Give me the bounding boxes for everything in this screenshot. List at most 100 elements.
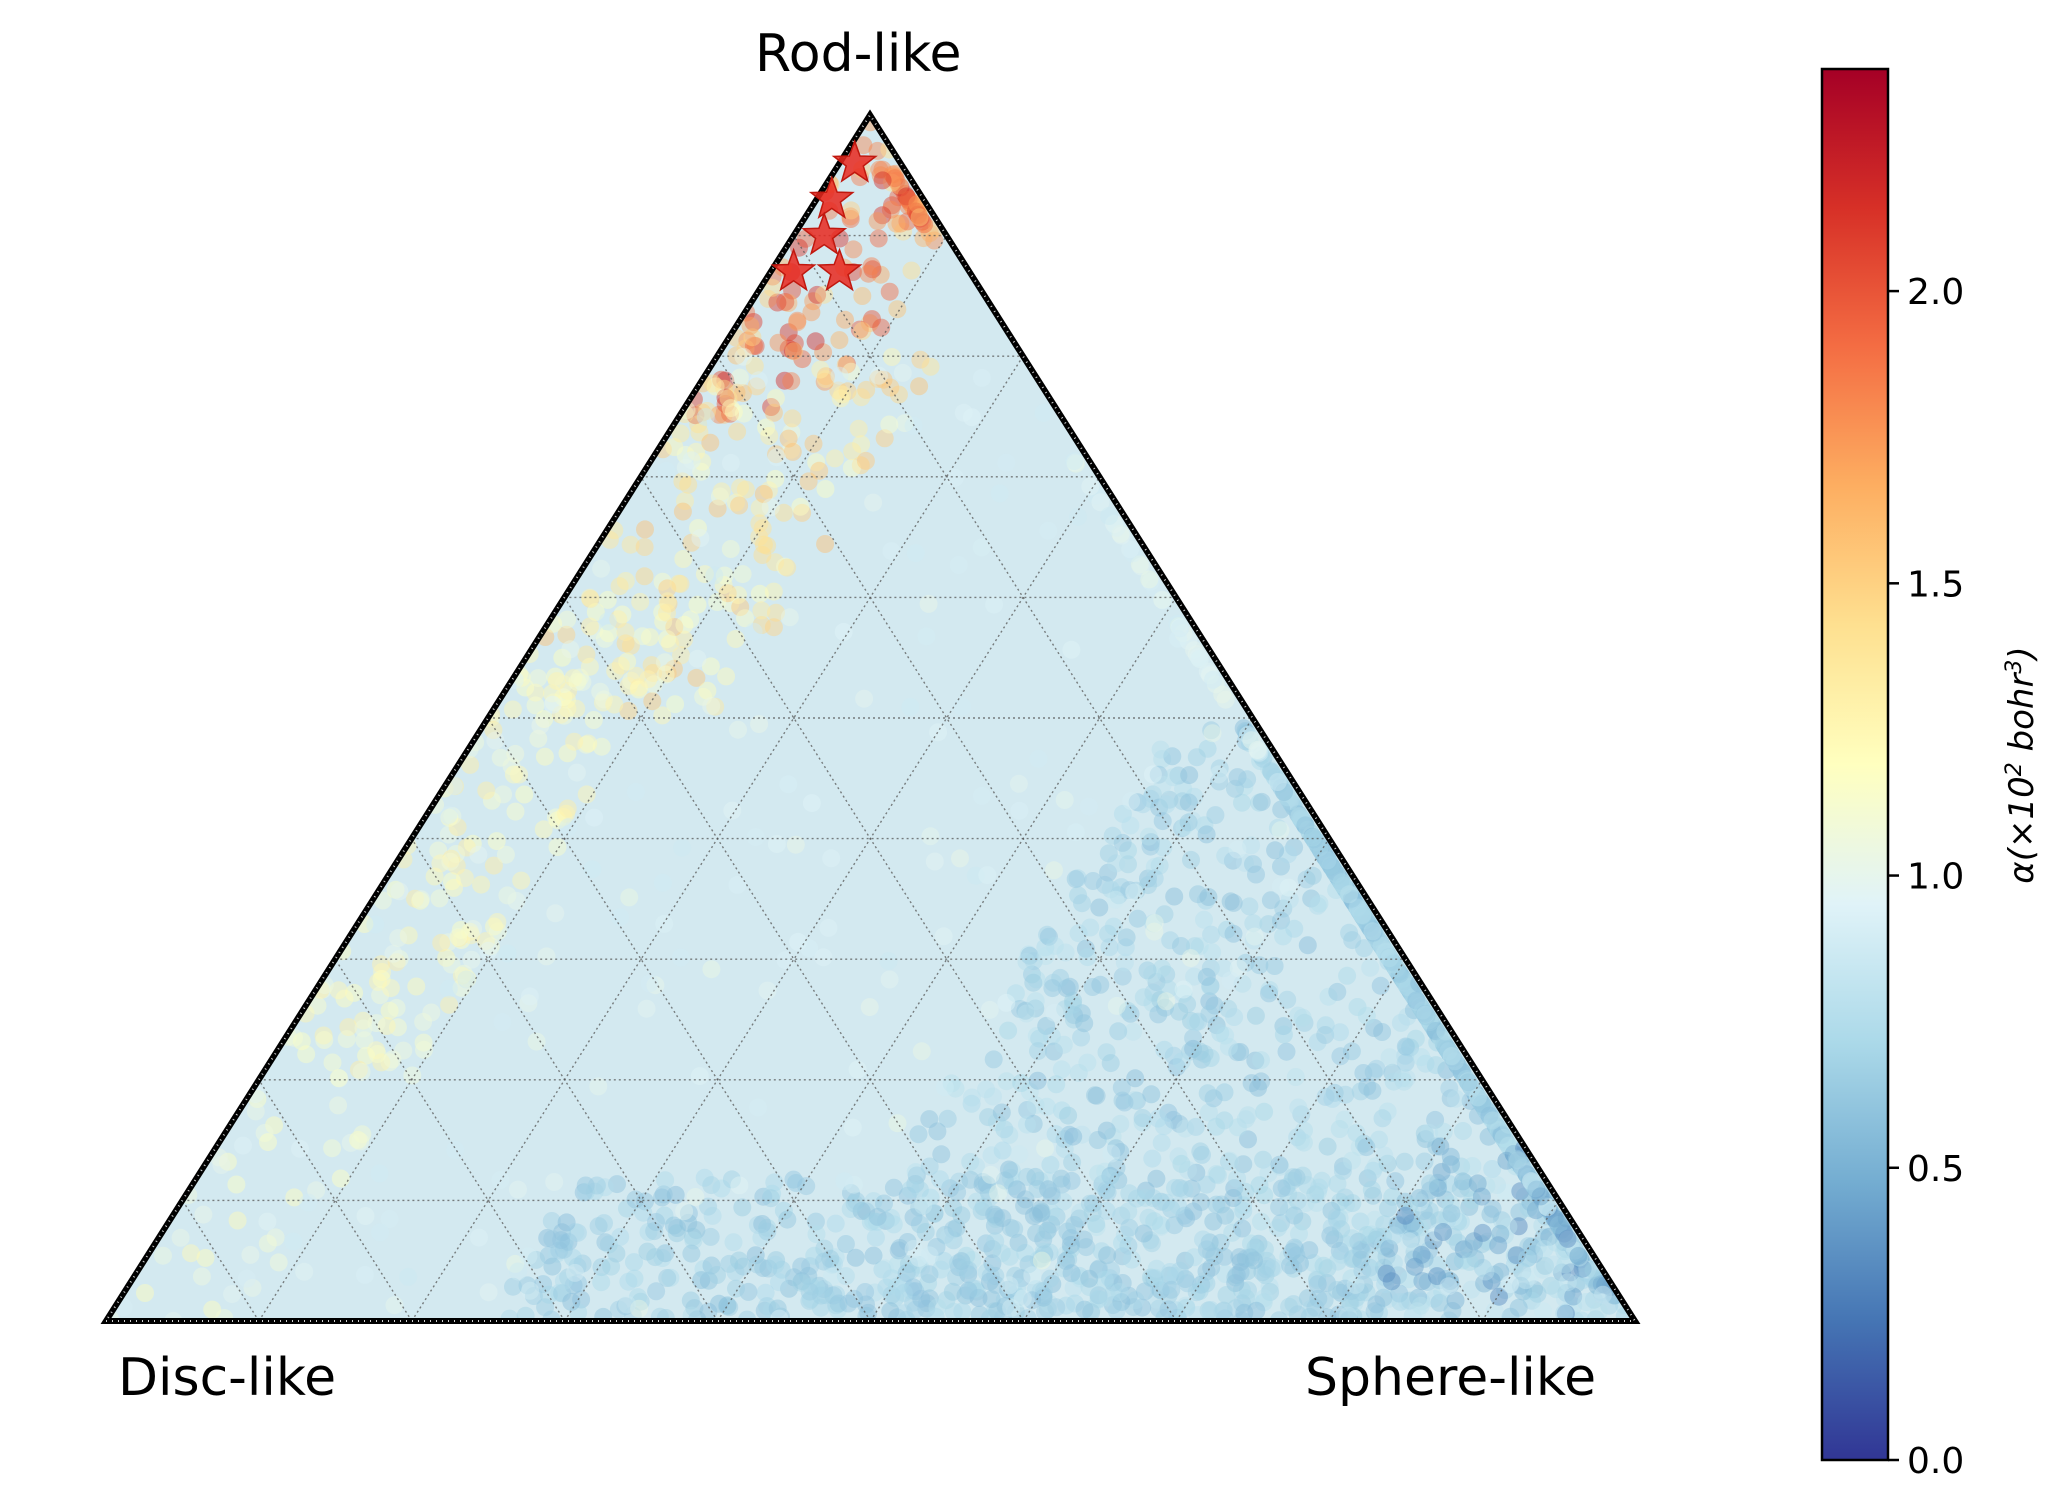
scatter-point xyxy=(784,1170,803,1189)
scatter-point xyxy=(1415,1152,1434,1171)
scatter-point xyxy=(1155,1040,1174,1059)
scatter-point xyxy=(1211,1024,1230,1043)
scatter-point xyxy=(816,480,835,498)
scatter-point xyxy=(1408,993,1427,1012)
scatter-point xyxy=(712,482,731,501)
scatter-point xyxy=(515,785,534,804)
scatter-point xyxy=(1441,1044,1460,1063)
scatter-point xyxy=(1566,1241,1585,1260)
scatter-point xyxy=(894,1283,913,1302)
scatter-point xyxy=(1220,1151,1239,1170)
scatter-point xyxy=(1147,1290,1166,1309)
scatter-point xyxy=(1507,1149,1526,1168)
scatter-point xyxy=(1037,1016,1056,1035)
scatter-point xyxy=(1550,1216,1569,1235)
scatter-point xyxy=(1495,1130,1514,1149)
scatter-point xyxy=(1561,1233,1580,1252)
scatter-point xyxy=(1075,1300,1094,1319)
scatter-point xyxy=(1509,1151,1527,1170)
scatter-point xyxy=(1462,1077,1480,1096)
scatter-point xyxy=(1172,937,1190,955)
scatter-point xyxy=(1065,452,1084,471)
scatter-point xyxy=(761,1189,780,1208)
scatter-point xyxy=(1353,1261,1372,1280)
scatter-point xyxy=(873,171,892,190)
scatter-point xyxy=(681,610,700,629)
scatter-point xyxy=(1434,1034,1453,1053)
scatter-point xyxy=(1189,1012,1208,1031)
scatter-point xyxy=(997,993,1016,1012)
scatter-point xyxy=(1314,845,1333,864)
scatter-point xyxy=(831,389,850,408)
scatter-point xyxy=(1361,918,1379,937)
scatter-point xyxy=(1009,774,1028,793)
scatter-point xyxy=(845,1194,864,1213)
scatter-point xyxy=(972,538,991,557)
scatter-point xyxy=(1400,1232,1419,1251)
scatter-point xyxy=(882,542,901,561)
scatter-point xyxy=(804,434,823,453)
scatter-point xyxy=(1479,1105,1498,1124)
scatter-point xyxy=(1298,936,1317,955)
scatter-point xyxy=(744,622,763,641)
scatter-point xyxy=(1356,910,1375,929)
scatter-point xyxy=(1510,1154,1529,1173)
scatter-point xyxy=(985,1302,1004,1321)
scatter-point xyxy=(857,1295,875,1314)
scatter-point xyxy=(941,1179,960,1198)
scatter-point xyxy=(961,1152,980,1171)
scatter-point xyxy=(1332,873,1351,892)
scatter-point xyxy=(1335,1234,1354,1253)
scatter-point xyxy=(1142,1234,1161,1253)
scatter-point xyxy=(1017,952,1036,971)
scatter-point xyxy=(1382,952,1401,971)
scatter-point xyxy=(1553,1221,1572,1240)
scatter-point xyxy=(1109,886,1128,905)
scatter-point xyxy=(1375,1146,1394,1165)
scatter-point xyxy=(1126,1069,1145,1088)
scatter-point xyxy=(1059,1106,1078,1125)
scatter-point xyxy=(372,970,391,988)
scatter-point xyxy=(1399,978,1418,997)
scatter-point xyxy=(1099,844,1118,863)
colorbar-ticks: 0.00.51.01.52.0 xyxy=(1888,272,1964,1482)
scatter-point xyxy=(1069,886,1088,905)
scatter-point xyxy=(743,328,762,347)
scatter-point xyxy=(1052,1175,1071,1194)
scatter-point xyxy=(1295,815,1314,834)
scatter-point xyxy=(1010,1000,1029,1018)
scatter-point xyxy=(1153,750,1172,768)
scatter-point xyxy=(1115,1093,1134,1112)
scatter-point xyxy=(1351,1253,1370,1272)
scatter-point xyxy=(953,697,972,716)
scatter-point xyxy=(1413,1000,1432,1019)
scatter-point xyxy=(1155,905,1174,924)
scatter-point xyxy=(1270,1155,1289,1174)
scatter-point xyxy=(1441,1045,1460,1064)
scatter-point xyxy=(457,838,476,857)
scatter-point xyxy=(1200,1233,1219,1252)
scatter-point xyxy=(1505,1145,1523,1164)
scatter-point xyxy=(1440,1079,1459,1098)
scatter-point xyxy=(626,1190,645,1209)
scatter-point xyxy=(1353,906,1372,925)
scatter-point xyxy=(509,1262,528,1281)
scatter-point xyxy=(816,367,835,386)
scatter-point xyxy=(1079,797,1098,816)
scatter-point xyxy=(1335,877,1354,896)
scatter-point xyxy=(1452,1062,1471,1081)
scatter-point xyxy=(1180,766,1199,785)
scatter-point xyxy=(1069,507,1087,526)
scatter-point xyxy=(1192,1050,1211,1069)
scatter-point xyxy=(1473,1095,1492,1114)
scatter-point xyxy=(1072,1028,1091,1047)
scatter-point xyxy=(452,978,471,997)
scatter-point xyxy=(1370,933,1389,951)
scatter-point xyxy=(1432,1030,1451,1049)
scatter-point xyxy=(727,383,746,402)
scatter-point xyxy=(1153,590,1172,609)
scatter-point xyxy=(1216,1026,1235,1045)
scatter-point xyxy=(292,1032,311,1051)
scatter-point xyxy=(997,1072,1016,1091)
scatter-point xyxy=(1190,1042,1209,1061)
